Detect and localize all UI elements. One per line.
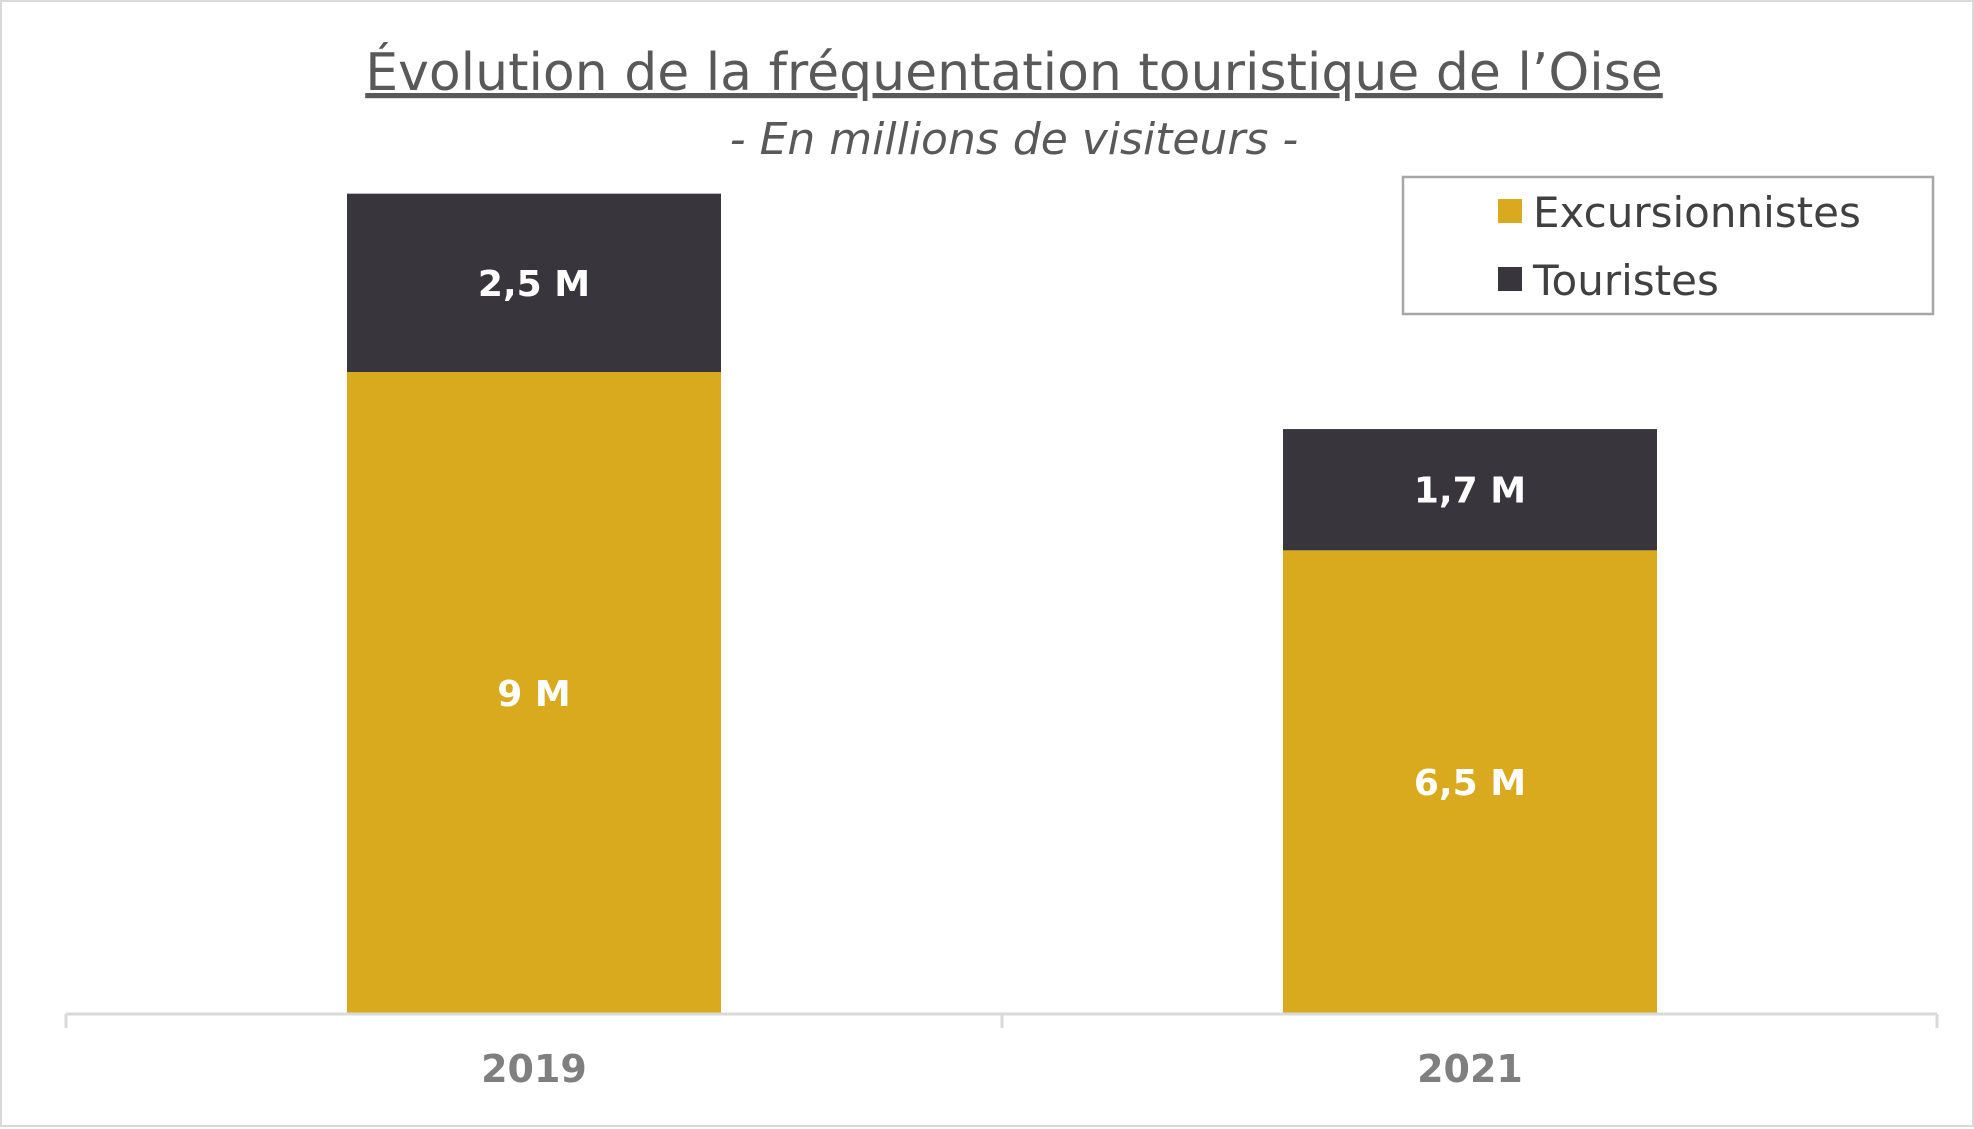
x-tick-label-2019: 2019: [481, 1047, 587, 1091]
legend-swatch-touristes: [1498, 267, 1522, 291]
legend-label-excursionnistes: Excursionnistes: [1533, 188, 1861, 237]
chart-title: Évolution de la fréquentation touristiqu…: [365, 42, 1663, 103]
bar-excursionnistes-2019: [347, 372, 721, 1014]
bar-excursionnistes-2021: [1283, 550, 1657, 1014]
x-axis-ticks: 2019 2021: [64, 1014, 1939, 1091]
data-label-touristes-2021: 1,7 M: [1414, 471, 1526, 512]
data-labels-layer: 9 M 2,5 M 6,5 M 1,7 M: [478, 264, 1526, 804]
legend-swatch-excursionnistes: [1498, 199, 1522, 223]
legend-label-touristes: Touristes: [1532, 256, 1719, 305]
bar-touristes-2021: [1283, 429, 1657, 551]
data-label-touristes-2019: 2,5 M: [478, 264, 590, 305]
legend-box: [1401, 175, 1935, 316]
x-tick-label-2021: 2021: [1417, 1047, 1523, 1091]
data-label-excursionnistes-2019: 9 M: [497, 674, 570, 715]
bars-layer: [347, 193, 1657, 1014]
chart-subtitle: - En millions de visiteurs -: [730, 114, 1299, 165]
data-label-excursionnistes-2021: 6,5 M: [1414, 763, 1526, 804]
legend: Excursionnistes Touristes: [1401, 175, 1935, 316]
bar-touristes-2019: [347, 193, 721, 372]
legend-items: Excursionnistes Touristes: [1498, 188, 1861, 305]
